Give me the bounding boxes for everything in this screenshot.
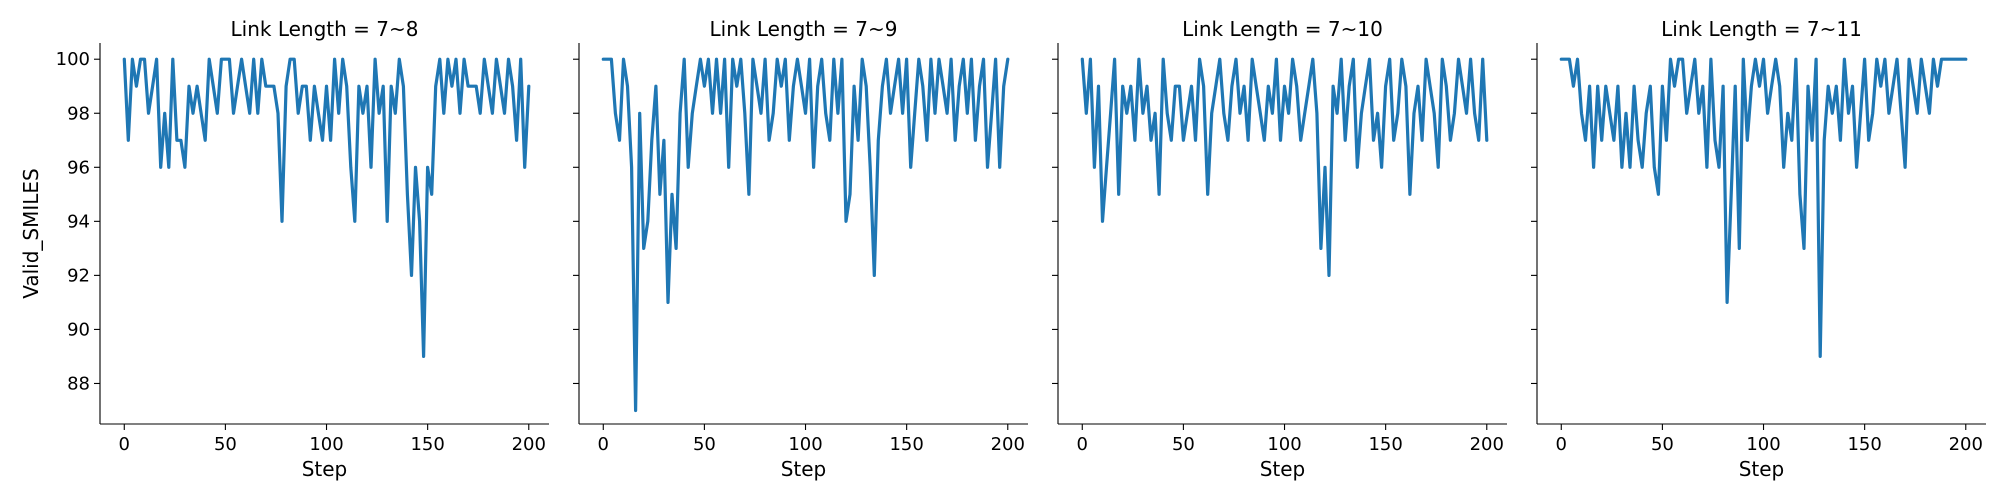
series-line — [1080, 57, 1489, 277]
chart-panel: Link Length = 7~10 0 50 100 150 200 Step — [1052, 17, 1507, 481]
series-line — [122, 57, 531, 358]
x-tick-label: 150 — [1368, 434, 1402, 455]
x-tick-label: 150 — [1847, 434, 1881, 455]
x-tick-label: 100 — [788, 434, 822, 455]
x-tick-label: 50 — [214, 434, 237, 455]
panel-title: Link Length = 7~8 — [231, 17, 419, 41]
y-tick-label: 98 — [67, 103, 90, 124]
x-tick-label: 200 — [1470, 434, 1504, 455]
x-tick-label: 50 — [693, 434, 716, 455]
y-axis-label: Valid_SMILES — [19, 168, 43, 299]
x-tick-label: 100 — [309, 434, 343, 455]
x-axis-label: Step — [302, 457, 348, 481]
x-axis-label: Step — [781, 457, 827, 481]
x-tick-label: 50 — [1172, 434, 1195, 455]
series-line — [601, 57, 1010, 413]
x-tick-label: 100 — [1746, 434, 1780, 455]
panel-title: Link Length = 7~11 — [1661, 17, 1862, 41]
y-tick-label: 88 — [67, 373, 90, 394]
x-tick-label: 0 — [119, 434, 130, 455]
y-tick-label: 96 — [67, 157, 90, 178]
y-tick-label: 94 — [67, 211, 90, 232]
x-tick-label: 150 — [410, 434, 444, 455]
x-axis-label: Step — [1260, 457, 1306, 481]
chart-panel: Link Length = 7~8 88 90 92 94 96 98 100 0 50 100 15… — [56, 17, 549, 481]
chart-panel: Link Length = 7~9 0 50 100 150 200 Step — [573, 17, 1028, 481]
chart-panel: Link Length = 7~11 0 50 100 150 200 Step — [1531, 17, 1986, 481]
x-tick-label: 200 — [512, 434, 546, 455]
x-tick-label: 0 — [1556, 434, 1567, 455]
x-tick-label: 150 — [889, 434, 923, 455]
y-tick-label: 100 — [56, 49, 90, 70]
panel-title: Link Length = 7~9 — [710, 17, 898, 41]
x-tick-label: 50 — [1651, 434, 1674, 455]
y-tick-label: 92 — [67, 265, 90, 286]
x-tick-label: 0 — [598, 434, 609, 455]
x-tick-label: 200 — [991, 434, 1025, 455]
y-tick-label: 90 — [67, 319, 90, 340]
x-tick-label: 200 — [1949, 434, 1983, 455]
x-tick-label: 0 — [1077, 434, 1088, 455]
panel-title: Link Length = 7~10 — [1182, 17, 1383, 41]
x-tick-label: 100 — [1267, 434, 1301, 455]
x-axis-label: Step — [1739, 457, 1785, 481]
series-line — [1559, 57, 1968, 358]
